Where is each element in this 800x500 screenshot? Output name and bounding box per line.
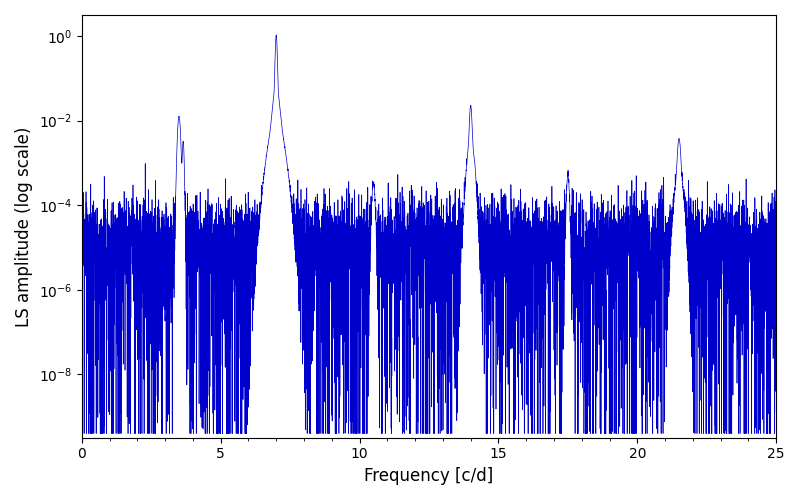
X-axis label: Frequency [c/d]: Frequency [c/d] [364, 467, 494, 485]
Y-axis label: LS amplitude (log scale): LS amplitude (log scale) [15, 126, 33, 326]
